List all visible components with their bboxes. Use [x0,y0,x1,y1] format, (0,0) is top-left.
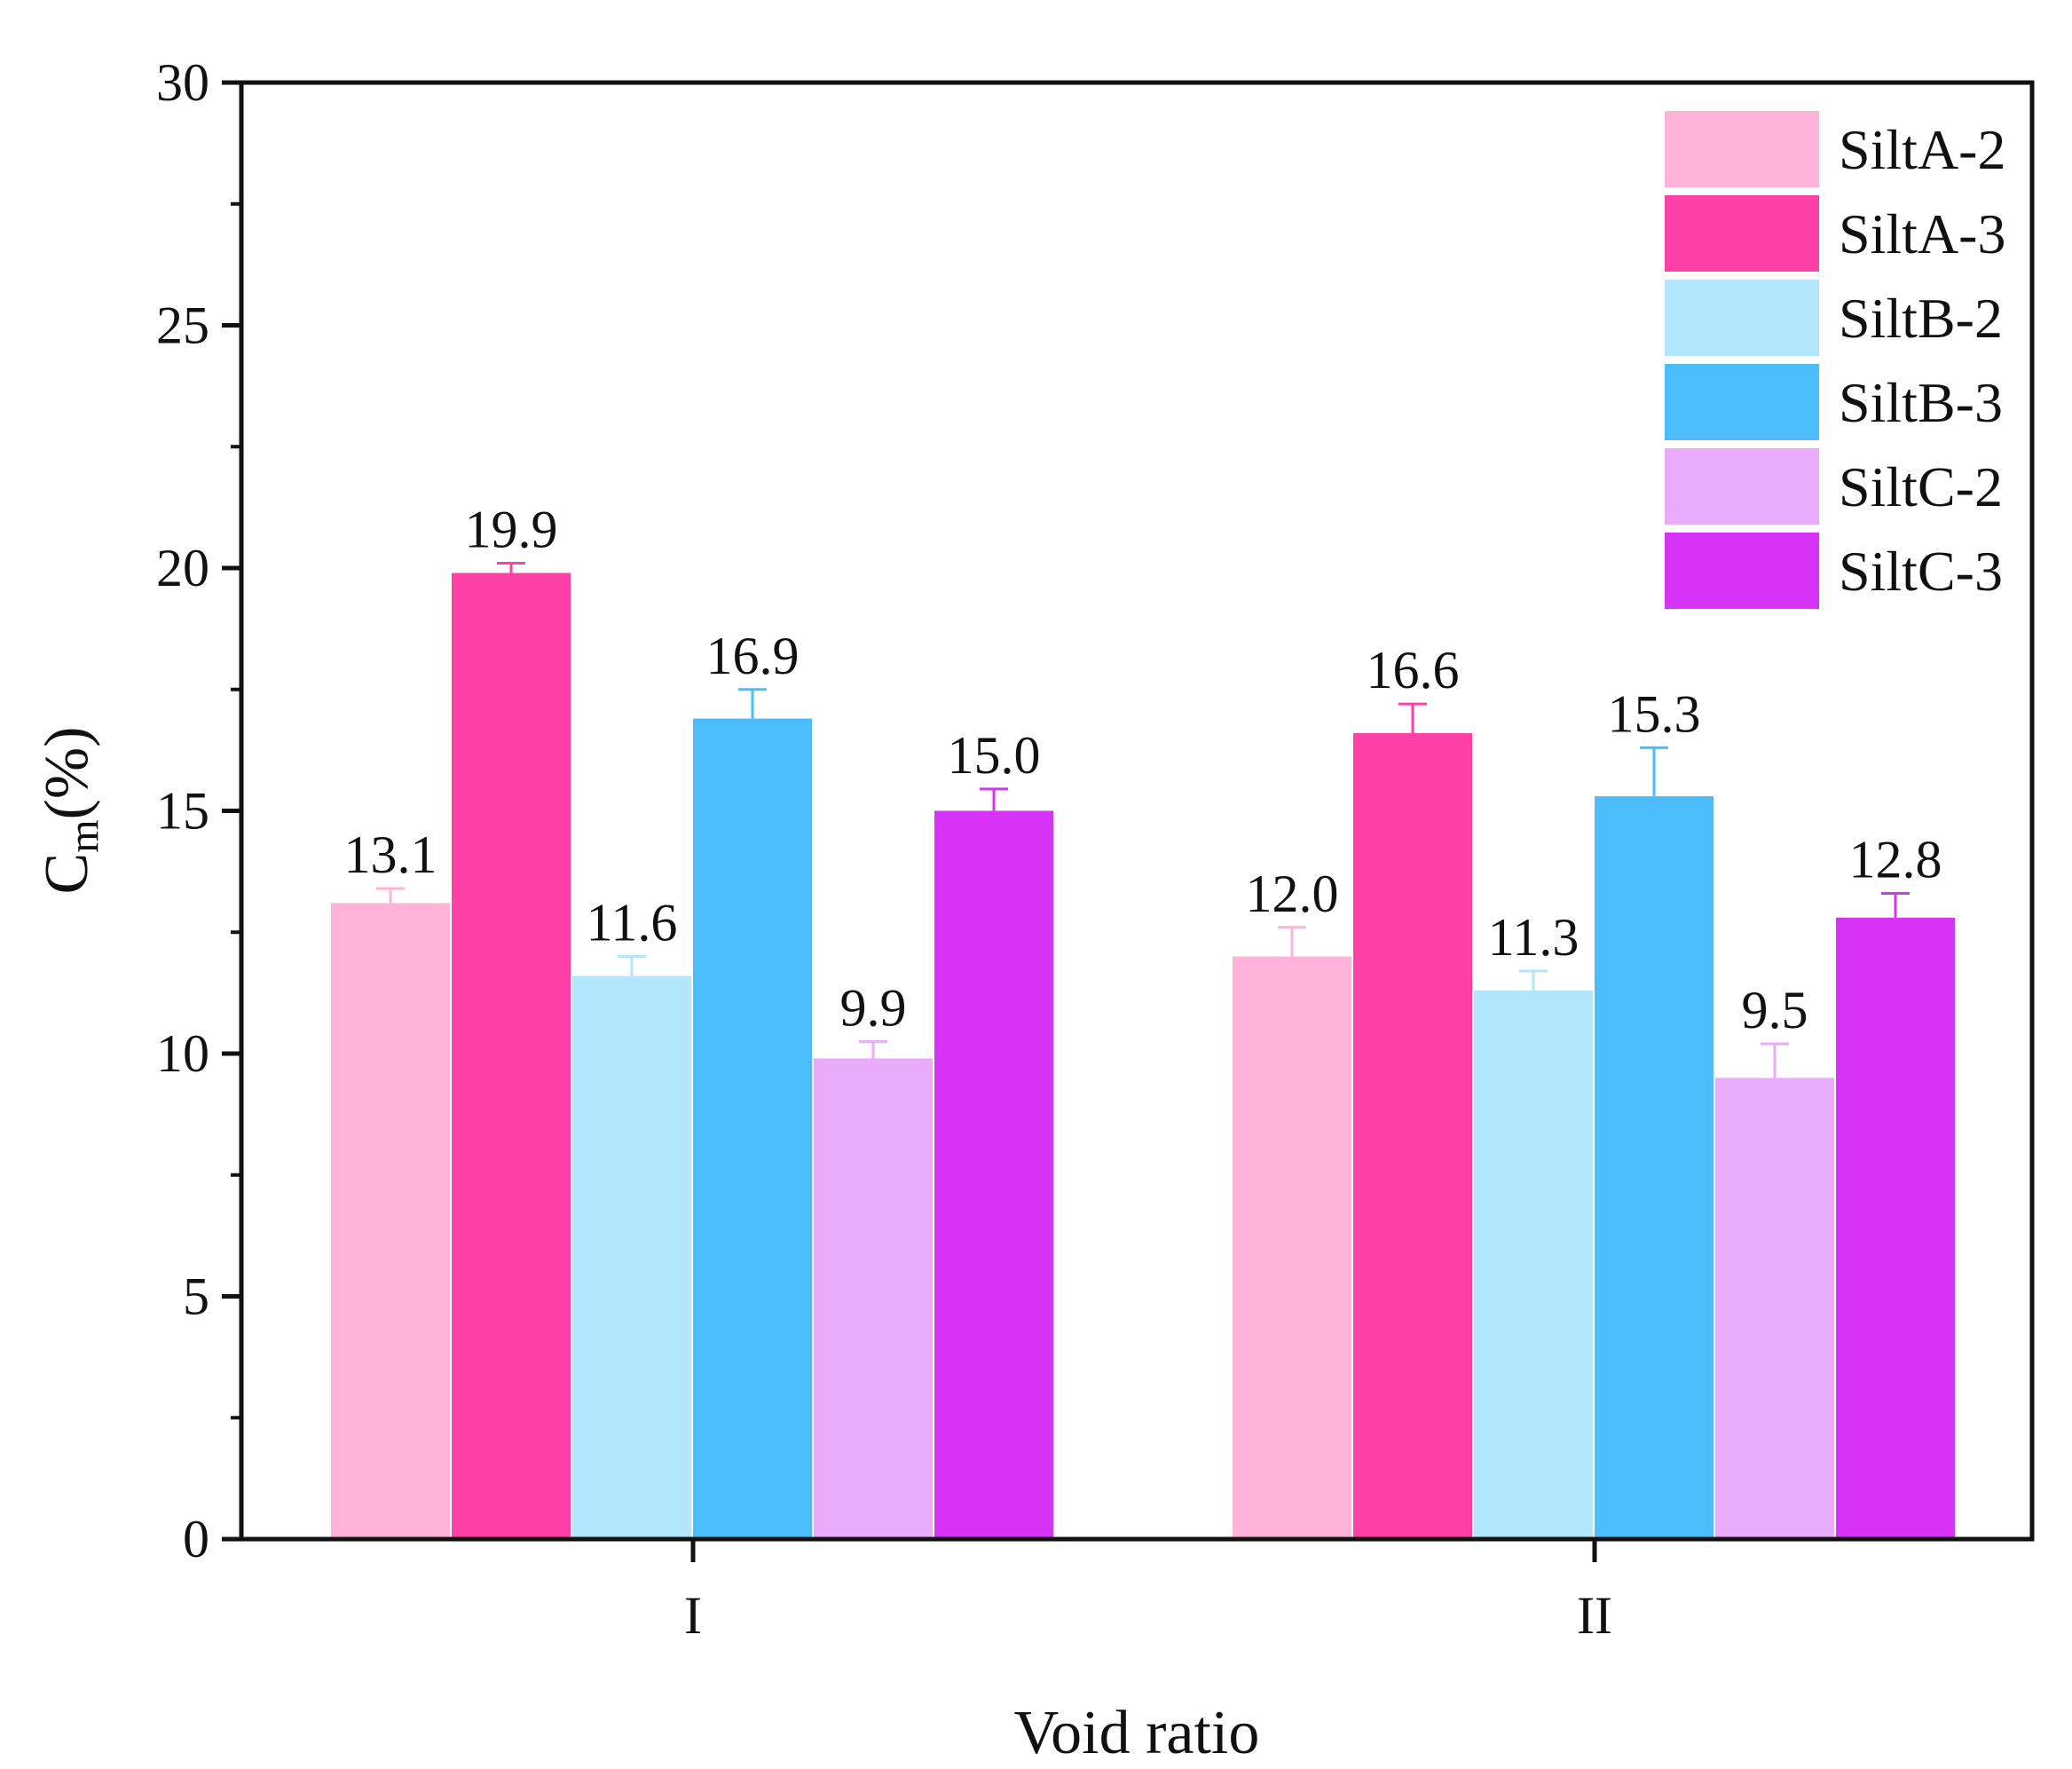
legend-label-SiltC-3: SiltC-3 [1839,540,2003,603]
legend-label-SiltB-3: SiltB-3 [1839,371,2003,434]
data-label-SiltB-3-II: 15.3 [1608,684,1701,743]
data-label-SiltA-3-II: 16.6 [1367,641,1460,699]
legend-swatch-SiltC-3 [1665,533,1819,609]
data-label-SiltA-2-I: 13.1 [344,825,437,884]
bar-SiltC-3-II [1836,917,1955,1539]
data-label-SiltC-3-I: 15.0 [948,726,1041,785]
bar-SiltA-3-II [1353,732,1472,1539]
data-label-SiltC-2-II: 9.5 [1742,981,1808,1039]
x-axis-title: Void ratio [1014,1699,1260,1767]
bars-layer [331,562,1955,1539]
data-label-SiltA-3-I: 19.9 [465,501,558,559]
data-label-SiltC-3-II: 12.8 [1849,830,1942,888]
y-axis-title-sub: m [60,819,107,852]
legend-label-SiltA-2: SiltA-2 [1839,118,2005,181]
bar-SiltA-2-I [331,903,450,1539]
legend: SiltA-2 SiltA-3 SiltB-2 SiltB-3 SiltC-2 SiltC… [1665,111,2005,609]
y-tick-label: 5 [183,1268,209,1326]
bar-SiltB-3-II [1595,796,1714,1539]
data-label-SiltB-3-I: 16.9 [706,627,800,685]
y-tick-label: 0 [183,1510,209,1568]
y-axis-title-suffix: (%) [33,727,101,820]
data-labels-layer: 13.1 19.9 11.6 16.9 9.9 15.0 12.0 16.6 11.3 15.3 9… [344,501,1942,1040]
y-tick-label: 20 [156,539,209,597]
bar-SiltB-2-II [1474,990,1593,1539]
y-tick-label: 15 [156,782,209,841]
data-label-SiltB-2-II: 11.3 [1488,908,1580,967]
data-label-SiltC-2-I: 9.9 [840,978,907,1037]
bar-SiltC-3-I [934,810,1053,1539]
plot-frame [239,80,2035,1542]
bar-SiltA-3-I [452,573,571,1539]
legend-swatch-SiltA-2 [1665,111,1819,187]
bar-SiltA-2-II [1233,956,1351,1539]
bar-SiltC-2-II [1715,1078,1834,1539]
y-axis-title-main: C [33,853,101,895]
legend-label-SiltB-2: SiltB-2 [1839,287,2003,350]
legend-label-SiltC-2: SiltC-2 [1839,455,2003,518]
y-tick-label: 30 [156,53,209,112]
bar-SiltC-2-I [814,1058,933,1539]
x-tick-label: II [1577,1586,1612,1645]
legend-swatch-SiltC-2 [1665,448,1819,525]
bar-SiltB-3-I [693,718,812,1539]
y-axis-title: Cm(%) [33,727,107,895]
legend-swatch-SiltA-3 [1665,195,1819,272]
legend-swatch-SiltB-2 [1665,280,1819,356]
y-tick-label: 10 [156,1024,209,1083]
data-label-SiltB-2-I: 11.6 [587,894,678,952]
legend-label-SiltA-3: SiltA-3 [1839,202,2005,265]
legend-swatch-SiltB-3 [1665,364,1819,440]
x-tick-label: I [684,1586,702,1645]
data-label-SiltA-2-II: 12.0 [1246,865,1339,923]
bar-SiltB-2-I [572,975,691,1539]
y-tick-label: 25 [156,296,209,355]
